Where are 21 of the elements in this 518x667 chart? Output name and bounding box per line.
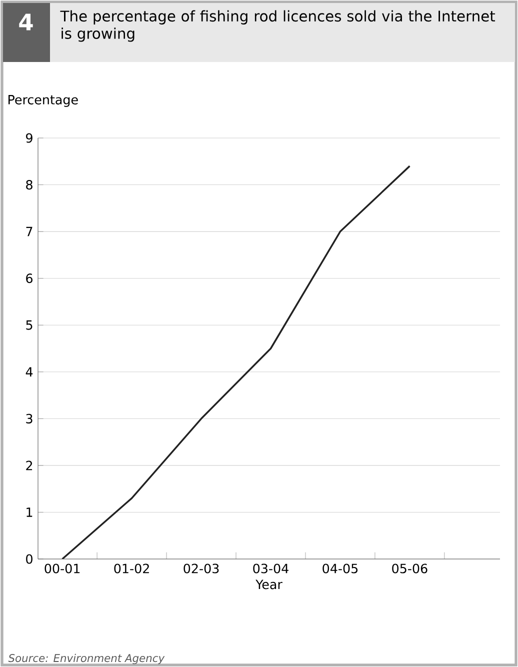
y-tick-label: 2 <box>26 460 32 470</box>
x-tick-label: 04-05 <box>322 564 358 574</box>
y-tick-label: 7 <box>26 226 32 236</box>
source-note: Source: Environment Agency <box>8 654 165 664</box>
y-tick-label: 5 <box>26 320 32 330</box>
y-tick-label: 9 <box>26 133 32 143</box>
x-tick-label: 02-03 <box>184 564 219 574</box>
chart-title: The percentage of fishing rod licences sold via the Internet is growing <box>60 10 496 42</box>
x-tick-label: 00-01 <box>44 564 80 574</box>
y-tick-label: 3 <box>26 414 32 424</box>
x-tick-label: 01-02 <box>114 564 149 574</box>
x-tick-label: 03-04 <box>253 564 288 574</box>
y-tick-label: 1 <box>26 508 32 517</box>
x-tick-label: 05-06 <box>392 564 428 574</box>
y-tick-label: 0 <box>26 554 32 564</box>
y-tick-label: 6 <box>26 274 32 284</box>
x-axis-title: Year <box>256 580 282 590</box>
line-series <box>61 165 411 559</box>
y-tick-label: 4 <box>26 367 33 377</box>
y-tick-label: 8 <box>26 180 32 190</box>
y-axis-title: Percentage <box>8 95 78 107</box>
